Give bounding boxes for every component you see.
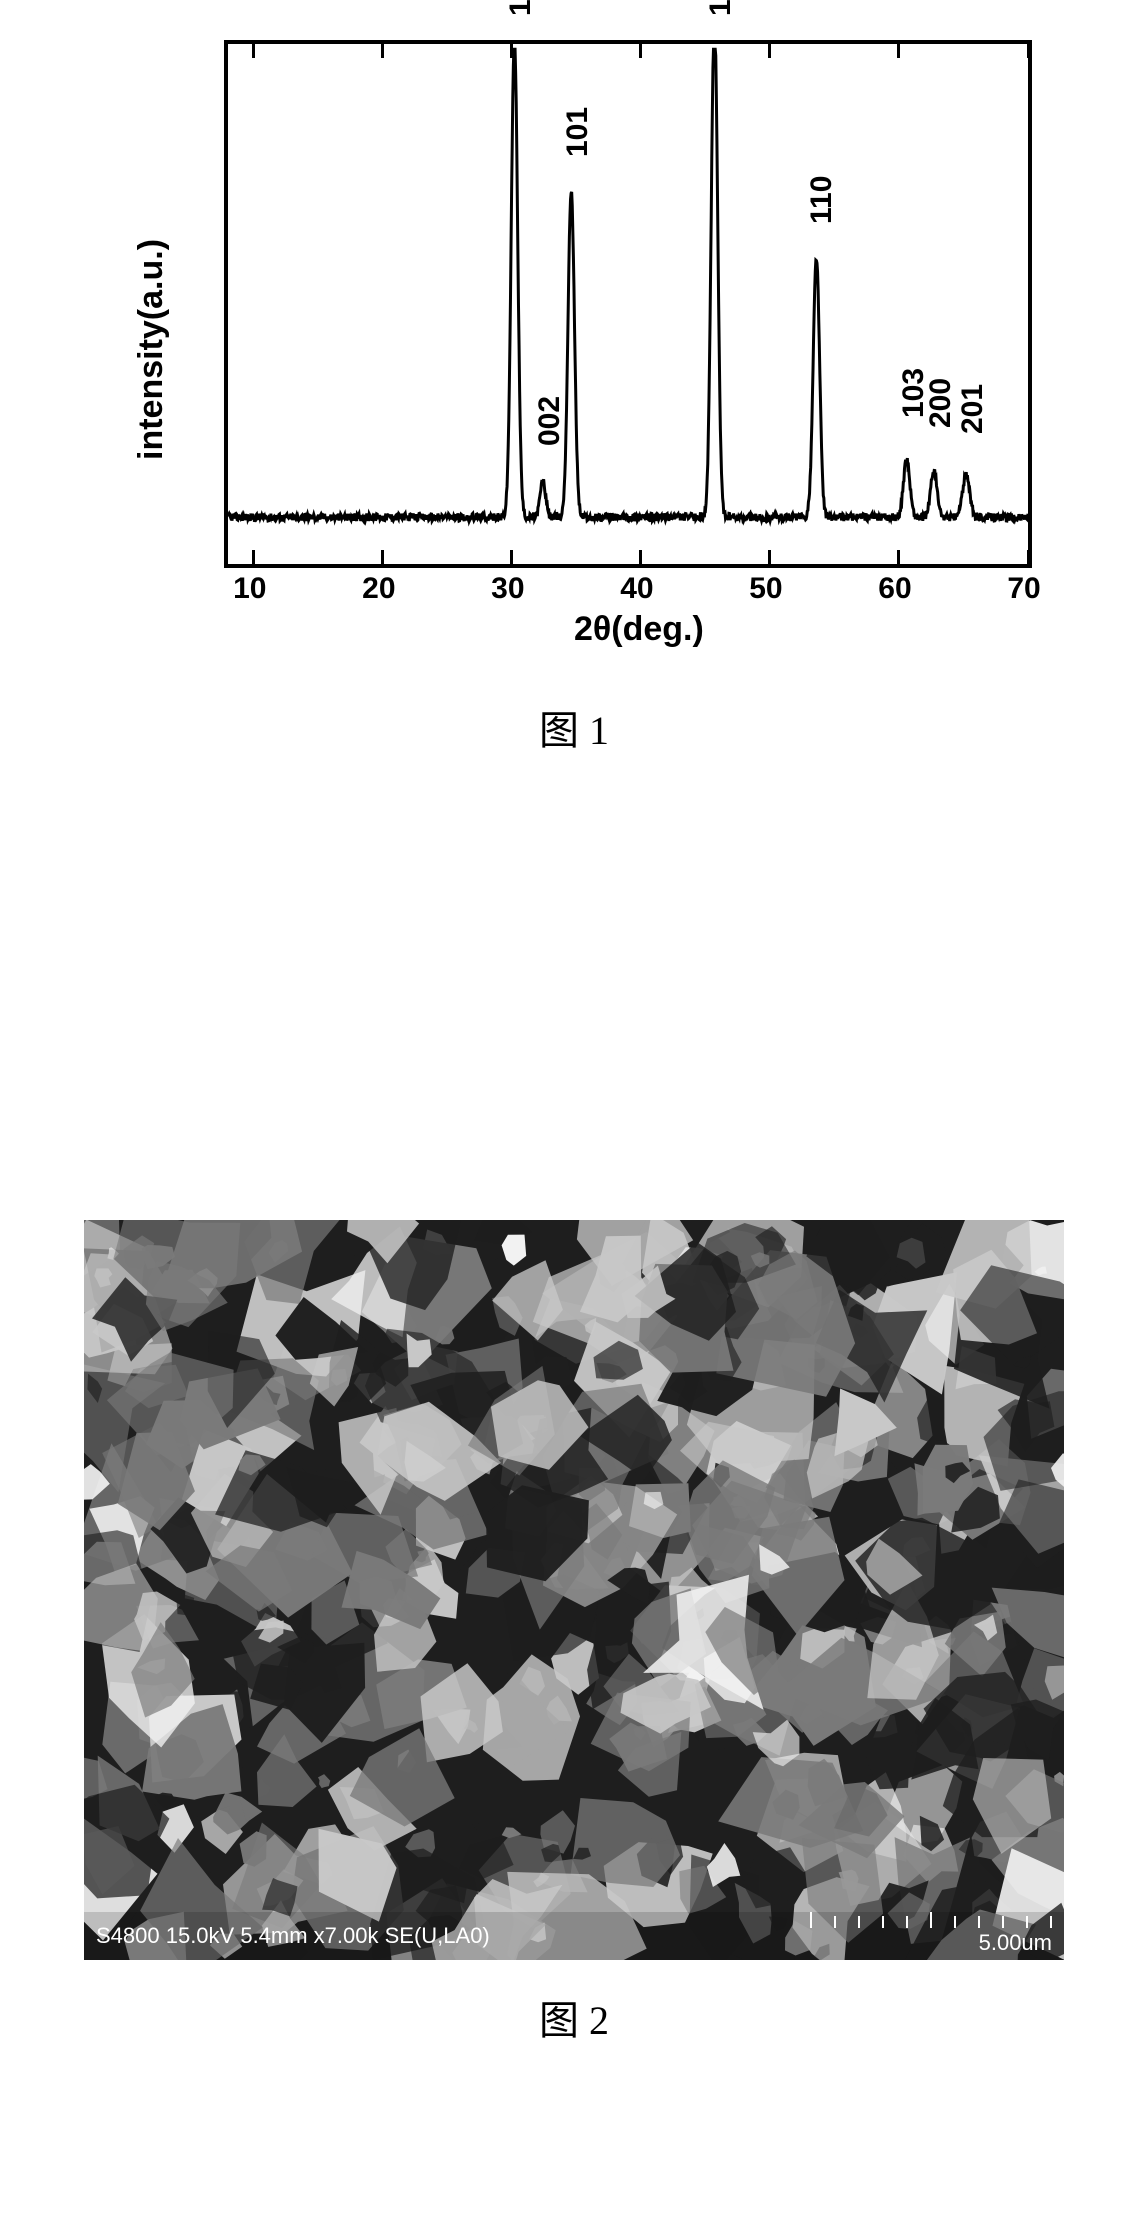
- xtick-mark: [768, 550, 771, 564]
- scalebar-segment: [930, 1912, 954, 1928]
- chart-ylabel: intensity(a.u.): [132, 239, 171, 460]
- xtick-mark: [381, 550, 384, 564]
- sem-image: S4800 15.0kV 5.4mm x7.00k SE(U,LA0) 5.00…: [84, 1220, 1064, 1960]
- peak-label-201: 201: [956, 384, 990, 434]
- sem-scalebar-ticks: [810, 1916, 1052, 1928]
- chart-plot-area: [224, 40, 1032, 568]
- xtick-label: 60: [878, 572, 911, 606]
- peak-label-102: 102: [704, 0, 738, 16]
- scalebar-segment: [810, 1912, 834, 1928]
- sem-scalebar: 5.00um: [810, 1916, 1052, 1956]
- peak-label-101: 101: [561, 107, 595, 157]
- xtick-mark-top: [510, 44, 513, 58]
- sem-scale-text: 5.00um: [979, 1930, 1052, 1956]
- xtick-mark-top: [639, 44, 642, 58]
- scalebar-segment: [1002, 1916, 1026, 1928]
- sem-texture-svg: [84, 1220, 1064, 1960]
- xtick-mark-top: [768, 44, 771, 58]
- scalebar-segment: [978, 1916, 1002, 1928]
- scalebar-segment: [858, 1916, 882, 1928]
- xtick-mark-top: [897, 44, 900, 58]
- scalebar-segment: [834, 1916, 858, 1928]
- chart-svg: [228, 44, 1028, 564]
- peak-label-100: 100: [504, 0, 538, 16]
- xtick-mark: [252, 550, 255, 564]
- xtick-mark: [639, 550, 642, 564]
- sem-meta-text: S4800 15.0kV 5.4mm x7.00k SE(U,LA0): [96, 1923, 490, 1949]
- figure-2: S4800 15.0kV 5.4mm x7.00k SE(U,LA0) 5.00…: [84, 1220, 1064, 2046]
- scalebar-segment: [906, 1916, 930, 1928]
- figure-2-caption: 图 2: [84, 1988, 1064, 2046]
- peak-label-002: 002: [533, 396, 567, 446]
- xtick-label: 10: [233, 572, 266, 606]
- xtick-label: 50: [749, 572, 782, 606]
- xtick-label: 20: [362, 572, 395, 606]
- page: intensity(a.u.) 2θ(deg.) 10 20 30 40 50 60 70 1…: [0, 0, 1148, 2233]
- figure-1: intensity(a.u.) 2θ(deg.) 10 20 30 40 50 60 70 1…: [104, 30, 1044, 756]
- xtick-mark-top: [1027, 44, 1030, 58]
- figure-1-caption: 图 1: [104, 698, 1044, 756]
- scalebar-segment: [954, 1916, 978, 1928]
- peak-label-200: 200: [924, 378, 958, 428]
- scalebar-segment: [1026, 1916, 1052, 1928]
- scalebar-segment: [882, 1916, 906, 1928]
- xtick-mark: [510, 550, 513, 564]
- xtick-label: 40: [620, 572, 653, 606]
- xrd-chart: intensity(a.u.) 2θ(deg.) 10 20 30 40 50 60 70 1…: [104, 30, 1044, 670]
- xtick-mark: [1027, 550, 1030, 564]
- xtick-mark-top: [252, 44, 255, 58]
- xtick-label: 70: [1007, 572, 1040, 606]
- chart-xlabel: 2θ(deg.): [574, 610, 704, 649]
- xtick-label: 30: [491, 572, 524, 606]
- sem-footer: S4800 15.0kV 5.4mm x7.00k SE(U,LA0) 5.00…: [84, 1912, 1064, 1960]
- xtick-mark: [897, 550, 900, 564]
- peak-label-110: 110: [806, 176, 840, 224]
- xrd-trace: [228, 49, 1028, 521]
- xtick-mark-top: [381, 44, 384, 58]
